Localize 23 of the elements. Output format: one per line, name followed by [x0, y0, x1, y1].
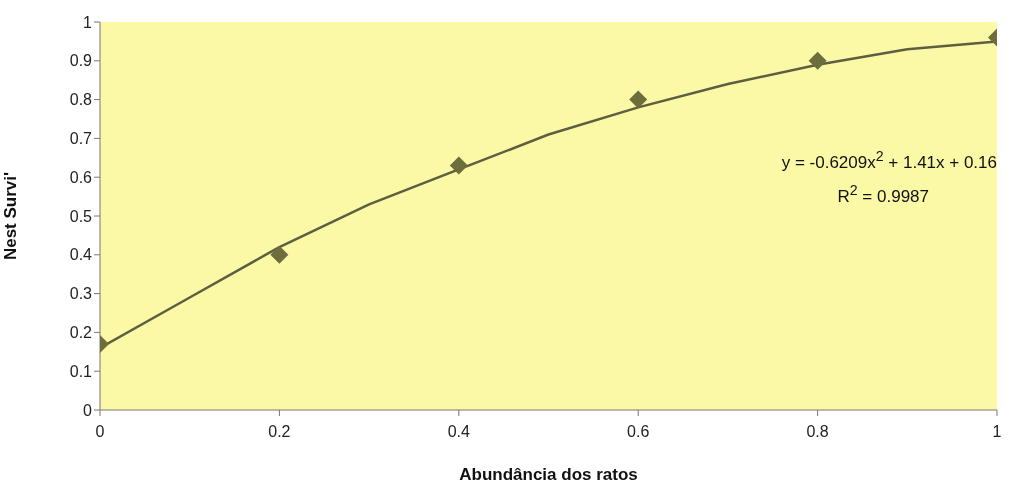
y-tick-label: 0.3	[69, 285, 93, 303]
y-tick-label: 0.6	[69, 168, 93, 186]
x-tick-label: 0.2	[268, 423, 291, 441]
annotation: R$^{2}$ = 0.9987	[837, 182, 929, 207]
y-tick-label: 0.1	[69, 362, 93, 380]
y-tick-label: 1	[83, 13, 93, 31]
x-tick-label: 0.4	[447, 423, 471, 441]
y-tick-label: 0.8	[69, 91, 93, 109]
x-tick-label: 0.8	[806, 423, 829, 441]
y-axis-title: Nest Survi'	[1, 171, 21, 261]
y-tick-label: 0.7	[69, 130, 93, 148]
y-tick-label: 0.2	[69, 324, 93, 342]
y-tick-label: 0.4	[69, 246, 93, 264]
annotation: y = -0.6209x$^{2}$ + 1.41x + 0.16	[781, 148, 997, 173]
x-tick-label: 1	[992, 423, 1002, 441]
x-tick-label: 0.6	[627, 423, 650, 441]
point	[449, 156, 468, 175]
x-tick-label: 0	[95, 423, 105, 441]
y-tick-label: 0.9	[69, 52, 93, 70]
x-axis-title: Abundância dos ratos	[459, 465, 638, 484]
point	[629, 90, 648, 109]
y-tick-label: 0	[83, 401, 93, 419]
y-tick-label: 0.5	[69, 207, 93, 225]
